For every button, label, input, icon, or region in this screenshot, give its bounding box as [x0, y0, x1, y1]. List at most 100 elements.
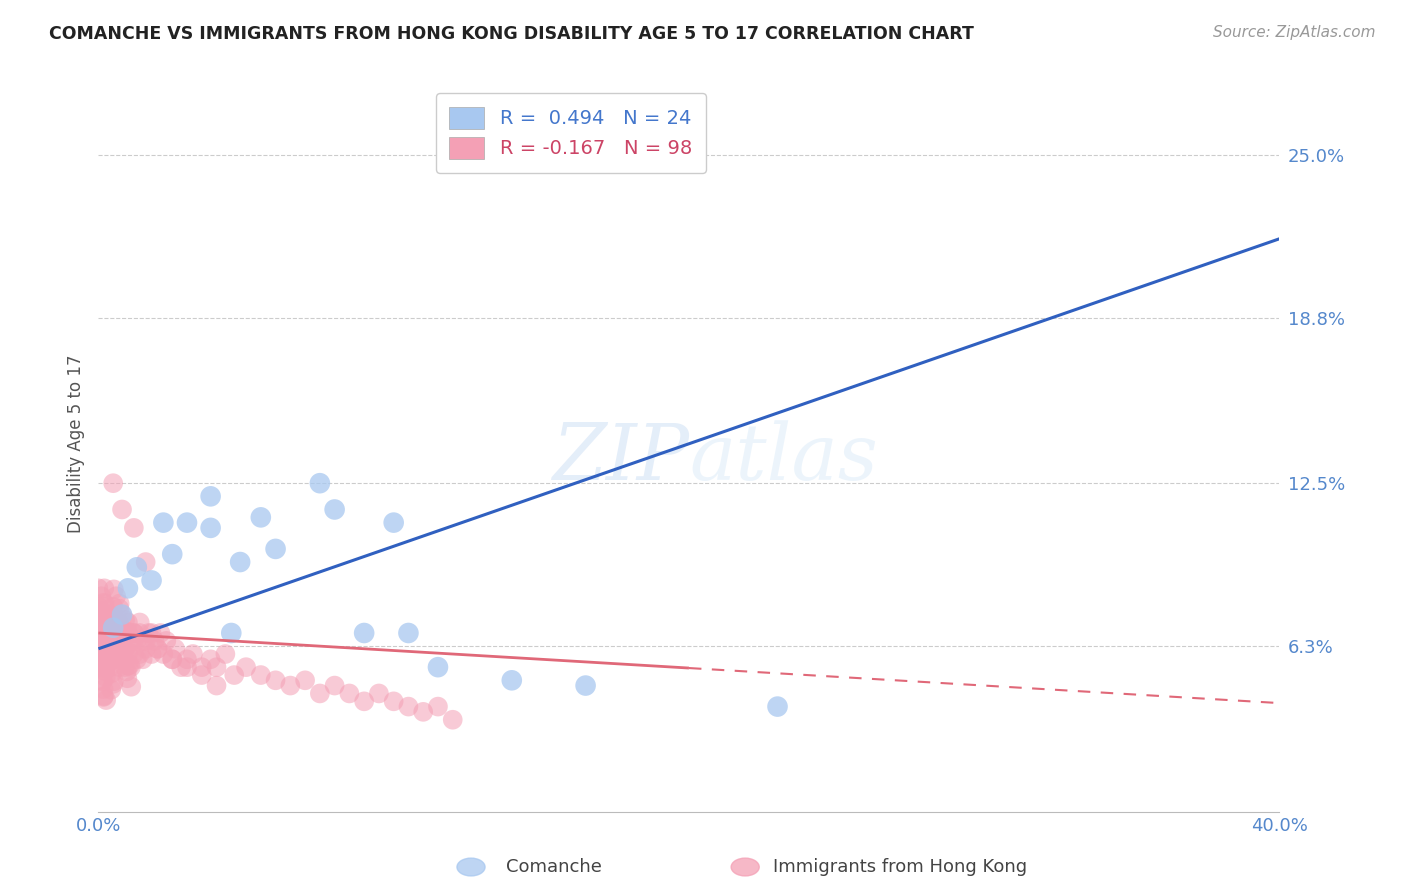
Point: [98, 632, 121, 646]
Point: [200, 652, 222, 666]
Point: [128, 615, 150, 630]
Point: [94, 670, 117, 684]
Point: [441, 713, 464, 727]
Point: [114, 641, 136, 656]
Point: [132, 652, 155, 666]
Point: [200, 521, 222, 535]
Text: Immigrants from Hong Kong: Immigrants from Hong Kong: [773, 858, 1028, 876]
Point: [87, 599, 110, 614]
Point: [122, 626, 145, 640]
Point: [398, 626, 420, 640]
Point: [117, 647, 139, 661]
Point: [90, 641, 112, 656]
Point: [91, 604, 114, 618]
Point: [264, 673, 287, 688]
Point: [110, 632, 132, 646]
Point: [165, 641, 187, 656]
Point: [96, 693, 118, 707]
Point: [103, 621, 125, 635]
Point: [93, 582, 115, 596]
Point: [111, 607, 134, 622]
Point: [250, 510, 273, 524]
Point: [118, 657, 141, 672]
Text: ZIP: ZIP: [551, 420, 689, 497]
Point: [105, 589, 128, 603]
Point: [427, 699, 450, 714]
Point: [122, 632, 145, 647]
Point: [146, 641, 169, 656]
Point: [96, 615, 118, 630]
Point: [103, 582, 125, 597]
Point: [100, 682, 122, 697]
Point: [108, 601, 131, 615]
Point: [96, 657, 118, 671]
Point: [117, 671, 139, 685]
Point: [382, 694, 405, 708]
Point: [114, 660, 136, 674]
Point: [152, 647, 174, 661]
Point: [181, 647, 204, 661]
Point: [114, 626, 136, 640]
Point: [105, 626, 128, 640]
Point: [120, 680, 142, 694]
Point: [96, 652, 118, 666]
Point: [98, 644, 121, 658]
Point: [87, 582, 110, 596]
Point: [122, 521, 145, 535]
Point: [398, 699, 420, 714]
Point: [87, 660, 110, 674]
Point: [117, 615, 139, 630]
Point: [141, 626, 163, 640]
Point: [94, 624, 117, 638]
Point: [98, 660, 121, 674]
Point: [100, 615, 122, 630]
Text: atlas: atlas: [689, 420, 877, 497]
Point: [105, 647, 128, 661]
Point: [103, 642, 125, 657]
Point: [103, 624, 125, 639]
Point: [108, 615, 131, 630]
Point: [98, 651, 121, 665]
Point: [108, 597, 131, 611]
Point: [90, 634, 112, 648]
Point: [96, 629, 118, 643]
Point: [90, 615, 112, 630]
Point: [309, 686, 332, 700]
Point: [89, 655, 111, 669]
Point: [115, 665, 138, 679]
Point: [90, 589, 112, 603]
Legend: R =  0.494   N = 24, R = -0.167   N = 98: R = 0.494 N = 24, R = -0.167 N = 98: [436, 93, 706, 173]
Point: [382, 516, 405, 530]
Point: [91, 664, 114, 678]
Point: [191, 668, 214, 682]
Point: [87, 615, 110, 630]
Point: [101, 629, 124, 643]
Point: [98, 607, 121, 622]
Point: [103, 627, 125, 641]
Y-axis label: Disability Age 5 to 17: Disability Age 5 to 17: [66, 354, 84, 533]
Point: [93, 644, 115, 658]
Point: [427, 660, 450, 674]
Point: [135, 641, 157, 656]
Point: [122, 647, 145, 661]
Point: [93, 599, 115, 614]
Point: [125, 560, 148, 574]
Point: [91, 632, 114, 646]
Point: [120, 633, 142, 648]
Point: [101, 629, 124, 643]
Point: [87, 638, 110, 652]
Point: [205, 660, 228, 674]
Point: [98, 636, 121, 650]
Point: [235, 660, 257, 674]
Point: [97, 656, 120, 670]
Point: [221, 626, 243, 640]
Point: [264, 541, 287, 556]
Point: [97, 654, 120, 668]
Point: [111, 647, 134, 661]
Point: [89, 637, 111, 651]
Point: [117, 626, 139, 640]
Text: COMANCHE VS IMMIGRANTS FROM HONG KONG DISABILITY AGE 5 TO 17 CORRELATION CHART: COMANCHE VS IMMIGRANTS FROM HONG KONG DI…: [49, 25, 974, 43]
Point: [90, 607, 112, 622]
Point: [114, 641, 136, 656]
Point: [96, 633, 118, 648]
